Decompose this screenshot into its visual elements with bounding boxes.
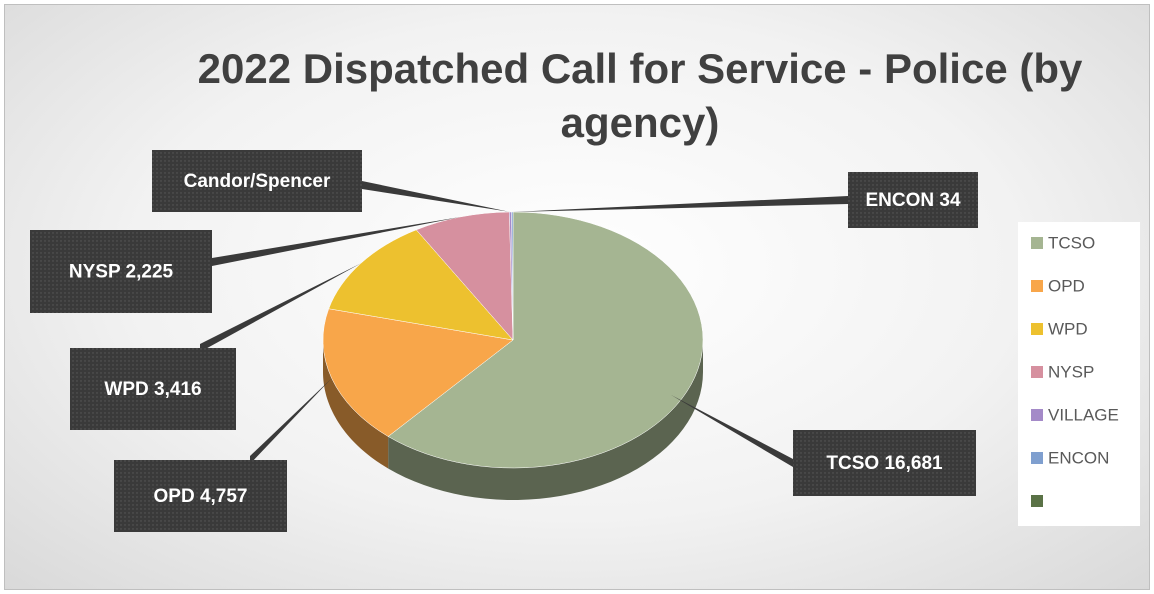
pie-slice-side	[388, 340, 703, 500]
leader-line	[670, 394, 793, 467]
pie-slice	[387, 211, 704, 469]
data-label-box	[848, 172, 978, 228]
data-label: WPD 3,416	[104, 379, 201, 400]
data-label-box	[793, 430, 976, 496]
pie-slice	[322, 308, 514, 437]
data-label: ENCON 34	[865, 190, 960, 211]
data-label-box	[152, 150, 362, 212]
pie-slice	[511, 211, 514, 341]
leader-line	[212, 216, 462, 266]
pie-slice	[328, 229, 514, 341]
pie-slice	[415, 211, 514, 341]
pie-slice-side	[323, 340, 389, 469]
chart-title: 2022 Dispatched Call for Service - Polic…	[197, 45, 1083, 146]
legend-swatch	[1031, 409, 1043, 421]
legend-swatch	[1031, 495, 1043, 507]
data-label: NYSP 2,225	[69, 262, 174, 283]
legend-label: VILLAGE	[1048, 405, 1119, 424]
legend-swatch	[1031, 237, 1043, 249]
legend-swatch	[1031, 366, 1043, 378]
legend-label: OPD	[1048, 276, 1085, 295]
data-label: TCSO 16,681	[826, 453, 943, 474]
leader-line	[200, 263, 361, 352]
data-label-box	[30, 230, 212, 313]
leader-line	[362, 181, 511, 213]
legend-swatch	[1031, 452, 1043, 464]
data-label: OPD 4,757	[154, 486, 248, 507]
data-label-box	[114, 460, 287, 532]
leader-line	[512, 196, 848, 213]
data-label: Candor/Spencer	[184, 171, 331, 192]
legend-swatch	[1031, 323, 1043, 335]
leader-line	[250, 378, 332, 464]
legend-label: ENCON	[1048, 448, 1109, 467]
data-label-box	[70, 348, 236, 430]
legend-swatch	[1031, 280, 1043, 292]
legend-label: TCSO	[1048, 233, 1095, 252]
legend-label: WPD	[1048, 319, 1088, 338]
legend-label: NYSP	[1048, 362, 1094, 381]
